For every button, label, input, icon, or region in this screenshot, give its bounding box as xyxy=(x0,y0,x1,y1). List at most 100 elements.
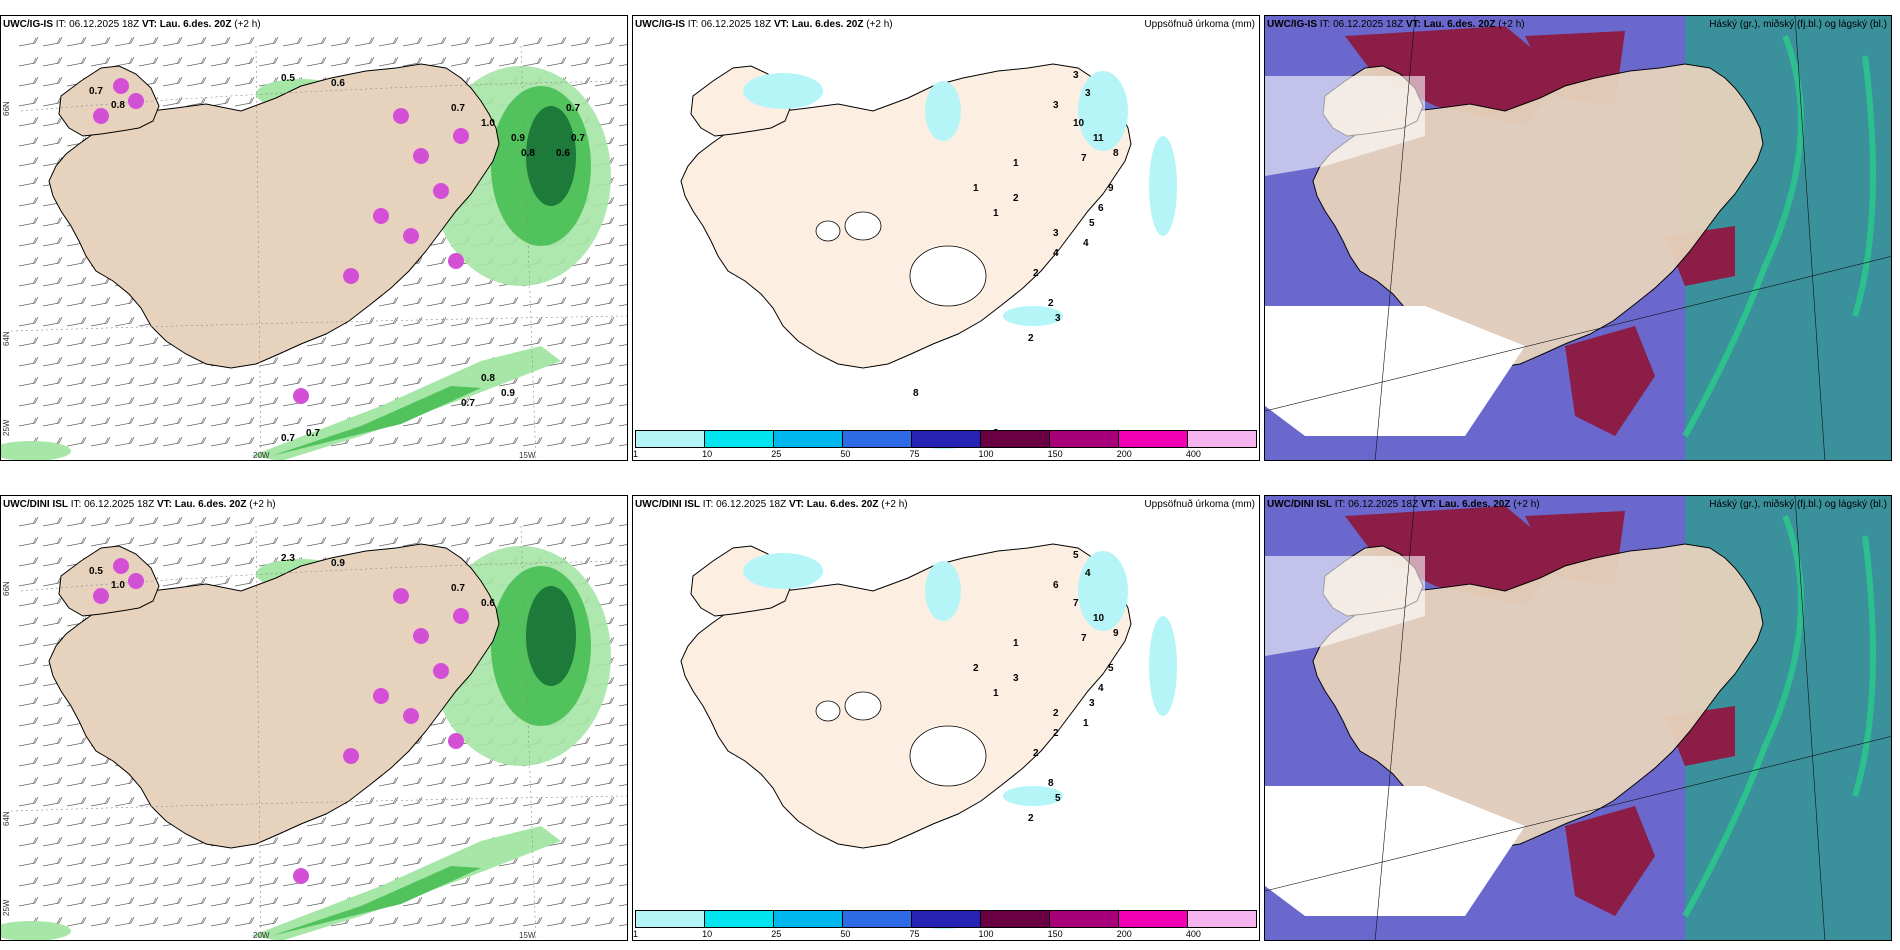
legend-swatch xyxy=(636,911,705,927)
precip-value-label: 0.9 xyxy=(331,558,345,569)
legend-tick: 75 xyxy=(909,449,920,459)
land-westfjords xyxy=(58,65,160,137)
it-label: IT: xyxy=(687,19,699,30)
accum-value-label: 7 xyxy=(1081,153,1087,164)
legend-swatch xyxy=(1188,911,1256,927)
map-canvas: 20W 15W 66N 64N 25W 0.5 1.0 2.3 0.9 0.7 0.6 xyxy=(1,516,627,940)
heavy-precip-spots xyxy=(93,78,469,404)
axis-label-15w: 15W xyxy=(519,931,536,940)
precip-value-label: 0.5 xyxy=(281,73,295,84)
it-value: 06.12.2025 18Z xyxy=(716,499,787,510)
legend-swatch xyxy=(774,431,843,447)
axis-label-64n: 64N xyxy=(2,811,11,826)
legend-colorbar xyxy=(635,910,1257,928)
panel-field-title: Uppsöfnuð úrkoma (mm) xyxy=(1144,19,1255,30)
lead-time: (+2 h) xyxy=(249,499,276,510)
legend-swatch xyxy=(1050,911,1119,927)
land-iceland xyxy=(1312,63,1764,369)
vt-label: VT: xyxy=(1420,499,1436,510)
legend-colorbar xyxy=(635,430,1257,448)
panel-title: UWC/IG-IS IT: 06.12.2025 18Z VT: Lau. 6.… xyxy=(3,19,261,30)
panel-title: UWC/DINI ISL IT: 06.12.2025 18Z VT: Lau.… xyxy=(1267,499,1540,510)
graticule xyxy=(1265,16,1891,460)
cloud-green-edges xyxy=(1682,34,1876,438)
legend-tick: 10 xyxy=(702,449,713,459)
precip-value-label: 1.0 xyxy=(111,580,125,591)
axis-label-25w: 25W xyxy=(2,419,11,436)
it-value: 06.12.2025 18Z xyxy=(84,499,155,510)
it-value: 06.12.2025 18Z xyxy=(69,19,140,30)
legend-swatch xyxy=(1050,431,1119,447)
accum-value-label: 9 xyxy=(1108,183,1114,194)
accum-value-label: 5 xyxy=(1073,550,1079,561)
panel-field-title: Háský (gr.), miðský (fj.bl.) og lágský (… xyxy=(1709,499,1887,510)
accum-value-label: 5 xyxy=(1055,793,1061,804)
accum-value-label: 5 xyxy=(1089,218,1095,229)
accum-value-label: 4 xyxy=(1083,238,1089,249)
legend-swatch xyxy=(912,911,981,927)
accum-value-label: 6 xyxy=(1053,580,1059,591)
precip-value-label: 0.8 xyxy=(481,373,495,384)
panel-clouds-dini: UWC/DINI ISL IT: 06.12.2025 18Z VT: Lau.… xyxy=(1264,495,1892,941)
legend-swatch xyxy=(1119,431,1188,447)
precip-value-label: 0.9 xyxy=(511,133,525,144)
clear-sky-area xyxy=(1265,556,1425,656)
graticule xyxy=(10,525,627,940)
accum-value-label: 3 xyxy=(1089,698,1095,709)
legend-tick: 25 xyxy=(771,449,782,459)
axis-label-15w: 15W xyxy=(519,451,536,460)
model-name: UWC/IG-IS xyxy=(3,19,53,30)
vt-label: VT: xyxy=(773,19,789,30)
legend-swatch xyxy=(981,911,1050,927)
vt-value: Lau. 6.des. 20Z xyxy=(174,499,247,510)
accum-precip-shading xyxy=(743,551,1177,929)
vt-label: VT: xyxy=(156,499,172,510)
it-label: IT: xyxy=(55,19,67,30)
clear-sky-area xyxy=(1265,306,1525,436)
lead-time: (+2 h) xyxy=(234,19,261,30)
it-value: 06.12.2025 18Z xyxy=(701,19,772,30)
it-label: IT: xyxy=(1334,499,1346,510)
accum-value-label: 2 xyxy=(1013,193,1019,204)
accum-value-label: 7 xyxy=(1081,633,1087,644)
precip-value-label: 0.6 xyxy=(556,148,570,159)
accum-value-label: 1 xyxy=(1083,718,1089,729)
legend-tick: 100 xyxy=(978,929,994,939)
accum-value-label: 1 xyxy=(973,183,979,194)
model-name: UWC/DINI ISL xyxy=(3,499,68,510)
accum-value-label: 4 xyxy=(1085,568,1091,579)
panel-title: UWC/DINI ISL IT: 06.12.2025 18Z VT: Lau.… xyxy=(635,499,908,510)
vt-label: VT: xyxy=(141,19,157,30)
accum-value-label: 3 xyxy=(1055,313,1061,324)
land-iceland xyxy=(680,63,1132,369)
precip-value-label: 0.8 xyxy=(111,100,125,111)
accum-value-label: 7 xyxy=(1073,598,1079,609)
accum-value-label: 4 xyxy=(1053,248,1059,259)
vt-value: Lau. 6.des. 20Z xyxy=(791,19,864,30)
legend-swatch xyxy=(636,431,705,447)
accum-value-label: 1 xyxy=(993,688,999,699)
vt-value: Lau. 6.des. 20Z xyxy=(806,499,879,510)
vt-value: Lau. 6.des. 20Z xyxy=(1438,499,1511,510)
accum-value-label: 2 xyxy=(1053,728,1059,739)
legend-swatch xyxy=(705,911,774,927)
legend-tick: 25 xyxy=(771,929,782,939)
legend-tick: 200 xyxy=(1116,929,1132,939)
accum-value-label: 11 xyxy=(1093,133,1104,144)
axis-label-20w: 20W xyxy=(253,451,270,460)
legend-swatch xyxy=(705,431,774,447)
legend-tick: 100 xyxy=(978,449,994,459)
accum-value-label: 5 xyxy=(1108,663,1114,674)
panel-field-title: Uppsöfnuð úrkoma (mm) xyxy=(1144,499,1255,510)
accum-value-label: 10 xyxy=(1093,613,1105,624)
graticule xyxy=(10,45,627,460)
vt-label: VT: xyxy=(1405,19,1421,30)
legend-tick: 400 xyxy=(1185,449,1201,459)
land-iceland xyxy=(48,543,500,849)
precip-value-label: 0.7 xyxy=(566,103,580,114)
it-label: IT: xyxy=(1319,19,1331,30)
panel-field-title: Háský (gr.), miðský (fj.bl.) og lágský (… xyxy=(1709,19,1887,30)
panel-precip-wind-ig: 20W 15W 66N 64N 25W 0.7 0.8 0.5 0.6 0.7 1.0 0.9 0.8 0… xyxy=(0,15,628,461)
